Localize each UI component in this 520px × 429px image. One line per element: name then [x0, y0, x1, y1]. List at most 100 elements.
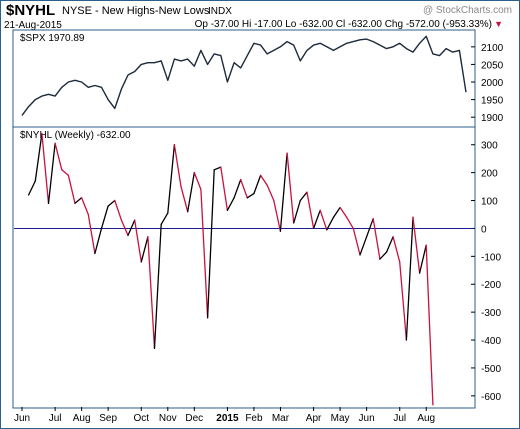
nyhl-segment [94, 227, 103, 255]
nyhl-segment [61, 169, 70, 177]
spx-y-tick-label: 1900 [481, 113, 504, 124]
nyhl-segment [326, 216, 335, 231]
nyhl-panel: 300 200 100 0 -100 -200 -300 -400 -500 -600 $NYHL… [12, 126, 501, 409]
nyhl-segment [213, 166, 222, 171]
x-tick-label: Oct [134, 413, 150, 424]
spx-legend: $SPX 1970.89 [20, 33, 85, 44]
nyhl-segment [399, 261, 408, 341]
nyhl-y-tick-label: -300 [481, 308, 501, 319]
nyhl-segment [140, 236, 149, 263]
spx-y-tick-label: 1950 [481, 96, 504, 107]
nyhl-segment [246, 192, 255, 199]
nyhl-segment [299, 191, 308, 202]
quote-readout: Op -37.00 Hi -17.00 Lo -632.00 Cl -632.0… [195, 19, 492, 30]
nyhl-segment [312, 209, 321, 230]
x-tick-label: Aug [73, 413, 91, 424]
nyhl-segment [27, 180, 36, 196]
spx-series [21, 35, 467, 116]
nyhl-segment [107, 199, 116, 207]
x-tick-label: Jul [393, 413, 406, 424]
nyhl-segment [286, 152, 295, 224]
spx-panel: 1900 1950 2000 2050 2100 $SPX 1970.89 [12, 29, 504, 128]
nyhl-segment [127, 219, 136, 237]
nyhl-segment [34, 132, 43, 182]
nyhl-segment [160, 212, 169, 225]
nyhl-segment [319, 209, 328, 231]
nyhl-segment [47, 142, 56, 204]
nyhl-segment [352, 227, 361, 256]
nyhl-segment [173, 144, 182, 188]
x-tick-label: May [331, 413, 350, 424]
nyhl-y-tick-label: 0 [481, 224, 487, 235]
nyhl-segment [167, 144, 176, 214]
nyhl-segment [306, 191, 315, 230]
nyhl-segment [180, 185, 189, 213]
nyhl-segment [120, 219, 129, 237]
nyhl-segment [200, 188, 209, 319]
nyhl-segment [233, 178, 242, 199]
nyhl-segment [359, 236, 368, 256]
nyhl-y-tick-label: -200 [481, 280, 501, 291]
nyhl-segment [67, 174, 76, 204]
nyhl-segment [346, 216, 354, 230]
nyhl-segment [405, 216, 414, 341]
nyhl-segment [365, 218, 374, 238]
x-tick-label: Jul [49, 413, 62, 424]
stockcharts-watermark: @ StockCharts.com [423, 5, 512, 16]
nyhl-segment [193, 171, 202, 191]
x-tick-label: Sep [99, 413, 117, 424]
nyhl-segment [147, 236, 156, 350]
nyhl-y-tick-label: 100 [481, 197, 498, 208]
nyhl-plot-area [12, 126, 476, 409]
spx-y-tick-label: 2050 [481, 60, 504, 71]
nyhl-segment [114, 199, 123, 221]
nyhl-segment [412, 216, 421, 274]
nyhl-y-tick-label: -500 [481, 364, 501, 375]
x-tick-label: Jun [14, 413, 30, 424]
x-tick-label: Mar [272, 413, 290, 424]
nyhl-segment [153, 223, 162, 350]
nyhl-segment [385, 236, 394, 253]
nyhl-segment [279, 152, 288, 232]
x-tick-label: Dec [185, 413, 203, 424]
spx-y-tick-label: 2000 [481, 78, 504, 89]
nyhl-segment [54, 142, 63, 171]
nyhl-y-tick-label: -100 [481, 252, 501, 263]
nyhl-segment [273, 199, 282, 232]
spx-plot-area [12, 29, 476, 128]
nyhl-segment [41, 132, 50, 204]
nyhl-segment [339, 206, 348, 218]
index-tag: INDX [208, 6, 232, 17]
symbol-name: NYSE - New Highs-New Lows [62, 5, 210, 17]
nyhl-legend: $NYHL (Weekly) -632.00 [20, 130, 131, 141]
x-tick-label: Jun [359, 413, 375, 424]
nyhl-y-tick-label: 300 [481, 141, 498, 152]
nyhl-segment [74, 197, 83, 204]
nyhl-series [27, 132, 434, 406]
nyhl-segment [100, 205, 109, 230]
nyhl-segment [418, 244, 427, 274]
nyhl-segment [80, 197, 89, 216]
down-arrow-icon: ▼ [494, 19, 503, 29]
nyhl-segment [253, 174, 262, 195]
nyhl-segment [266, 184, 275, 202]
nyhl-segment [240, 178, 248, 199]
nyhl-y-tick-label: -600 [481, 392, 501, 403]
nyhl-segment [87, 213, 96, 255]
x-tick-label: Apr [306, 413, 322, 424]
nyhl-segment [220, 166, 229, 211]
nyhl-segment [372, 218, 381, 260]
spx-y-axis: 1900 1950 2000 2050 2100 [471, 43, 504, 124]
nyhl-segment [293, 199, 301, 224]
nyhl-segment [226, 197, 235, 211]
nyhl-segment [187, 171, 195, 213]
symbol-label: $NYHL [6, 2, 55, 19]
nyhl-y-tick-label: -400 [481, 336, 501, 347]
nyhl-segment [206, 169, 215, 319]
date-label: 21-Aug-2015 [4, 20, 62, 31]
nyhl-segment [259, 174, 268, 186]
x-tick-label: Aug [417, 413, 435, 424]
nyhl-segment [392, 236, 401, 263]
spx-price-line [21, 35, 467, 116]
